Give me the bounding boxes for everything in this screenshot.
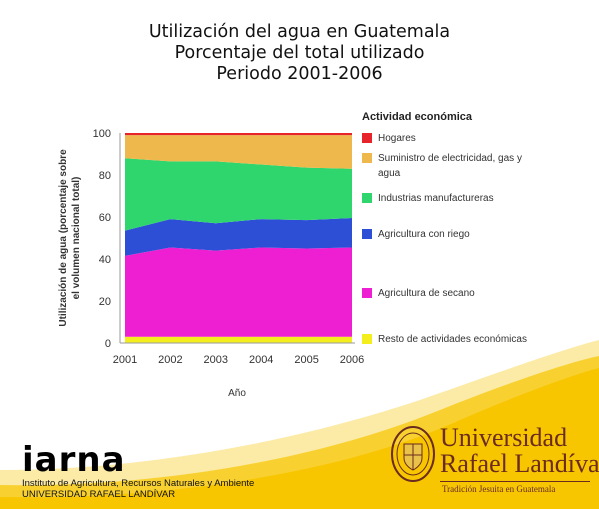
x-ticks: 2001 2002 2003 2004 2005 2006: [113, 354, 364, 366]
legend-label-industrias: Industrias manufactureras: [378, 193, 494, 204]
area-series-1: [125, 247, 352, 337]
x-axis-label: Año: [228, 388, 246, 399]
y-tick-label: 20: [99, 296, 111, 308]
legend-label-electricidad-line-2: agua: [378, 168, 401, 179]
x-tick-label: 2001: [113, 354, 137, 366]
university-name-line-2: Rafael Landívar: [440, 449, 599, 478]
y-tick-label: 60: [99, 212, 111, 224]
x-tick-label: 2005: [294, 354, 318, 366]
y-axis-label: Utilización de agua (porcentaje sobre el…: [58, 149, 82, 327]
y-axis-label-line-1: Utilización de agua (porcentaje sobre: [58, 149, 69, 327]
university-divider: [440, 481, 590, 482]
legend-swatch-resto: [362, 334, 372, 344]
title-line-2: Porcentaje del total utilizado: [174, 43, 425, 63]
y-axis-label-line-2: el volumen nacional total): [71, 177, 82, 300]
x-tick-label: 2002: [158, 354, 182, 366]
iarna-logo-block: iarna Instituto de Agricultura, Recursos…: [22, 442, 254, 500]
legend-swatch-hogares: [362, 133, 372, 143]
title-line-1: Utilización del agua en Guatemala: [148, 22, 451, 42]
legend-swatch-electricidad: [362, 153, 372, 163]
iarna-logo: iarna: [22, 440, 126, 480]
university-seal-icon: [391, 426, 435, 482]
area-series-4: [125, 135, 352, 169]
legend-swatch-secano: [362, 288, 372, 298]
legend-label-riego: Agricultura con riego: [378, 229, 470, 240]
legend-title: Actividad económica: [362, 111, 473, 123]
chart-title: Utilización del agua en Guatemala Porcen…: [0, 22, 599, 85]
y-ticks: 0 20 40 60 80 100: [93, 128, 111, 350]
area-series-group: [125, 133, 352, 343]
title-line-3: Periodo 2001-2006: [216, 64, 383, 84]
area-series-2: [125, 218, 352, 256]
y-tick-label: 80: [99, 170, 111, 182]
iarna-institute-name: Instituto de Agricultura, Recursos Natur…: [22, 478, 255, 489]
area-chart: 0 20 40 60 80 100 2001 2002 2003 2004 2005 2006 Añ…: [58, 128, 364, 399]
iarna-university-name: UNIVERSIDAD RAFAEL LANDÍVAR: [22, 489, 176, 500]
legend-swatch-riego: [362, 229, 372, 239]
legend-swatch-industrias: [362, 193, 372, 203]
legend-label-electricidad: Suministro de electricidad, gas y agua: [378, 151, 546, 181]
area-series-5: [125, 133, 352, 136]
legend-label-hogares: Hogares: [378, 133, 416, 144]
university-name-line-1: Universidad: [440, 423, 568, 452]
legend-label-resto: Resto de actividades económicas: [378, 334, 527, 345]
legend-label-electricidad-line-1: Suministro de electricidad, gas y: [378, 153, 522, 164]
x-tick-label: 2003: [204, 354, 228, 366]
y-tick-label: 100: [93, 128, 111, 140]
x-tick-label: 2006: [340, 354, 364, 366]
area-series-0: [125, 336, 352, 343]
university-tagline: Tradición Jesuita en Guatemala: [442, 484, 556, 494]
axes: [119, 133, 355, 344]
x-tick-label: 2004: [249, 354, 273, 366]
legend-label-secano: Agricultura de secano: [378, 288, 475, 299]
y-tick-label: 0: [105, 338, 111, 350]
y-tick-label: 40: [99, 254, 111, 266]
area-series-3: [125, 158, 352, 231]
